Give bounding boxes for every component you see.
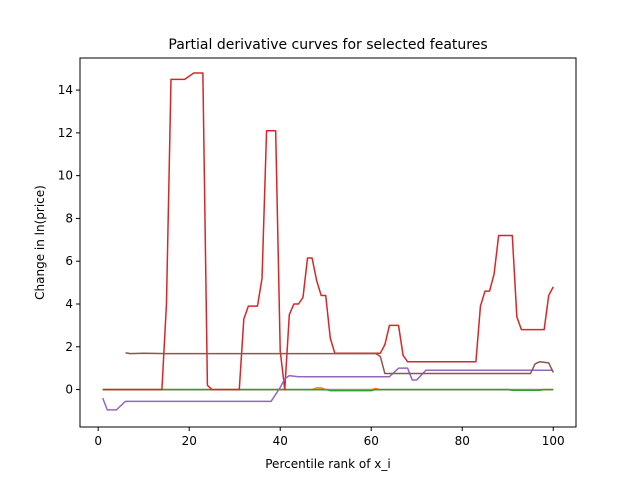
series-line-5 [125, 352, 554, 375]
series-line-4 [102, 367, 554, 411]
y-tick-label: 4 [65, 297, 73, 311]
x-tick-label: 0 [94, 434, 102, 448]
y-tick-label: 10 [58, 169, 73, 183]
plot-area [102, 72, 554, 411]
y-tick-label: 14 [58, 83, 73, 97]
series-line-2 [102, 388, 554, 392]
y-axis: 0 2 4 6 8 10 12 14 [58, 83, 80, 397]
y-axis-label: Change in ln(price) [33, 185, 47, 300]
x-tick-label: 100 [542, 434, 565, 448]
x-tick-label: 40 [273, 434, 288, 448]
series-line-3 [102, 72, 554, 391]
y-tick-label: 0 [65, 383, 73, 397]
x-tick-label: 20 [182, 434, 197, 448]
x-axis: 0 20 40 60 80 100 [94, 427, 565, 448]
y-tick-label: 2 [65, 340, 73, 354]
plot-frame [79, 57, 577, 428]
y-tick-label: 8 [65, 211, 73, 225]
x-tick-label: 80 [455, 434, 470, 448]
x-tick-label: 60 [364, 434, 379, 448]
y-tick-label: 6 [65, 254, 73, 268]
chart-title: Partial derivative curves for selected f… [168, 37, 487, 53]
x-axis-label: Percentile rank of x_i [265, 457, 391, 471]
y-tick-label: 12 [58, 126, 73, 140]
